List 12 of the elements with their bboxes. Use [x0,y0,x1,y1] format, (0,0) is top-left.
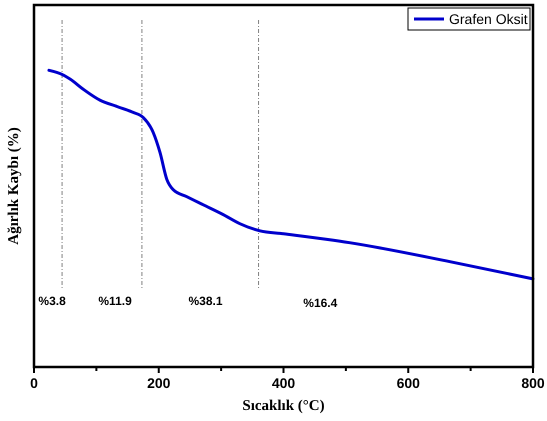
y-axis-title: Ağırlık Kaybı (%) [6,127,22,245]
legend-label: Grafen Oksit [449,11,528,27]
x-axis-title: Sıcaklık (°C) [242,398,325,414]
x-tick-label: 600 [396,375,420,391]
x-tick-label: 200 [147,375,171,391]
annotation: %38.1 [188,294,223,308]
x-tick-label: 800 [521,375,545,391]
annotation: %16.4 [303,296,338,310]
x-tick-label: 0 [30,375,38,391]
annotation: %11.9 [98,294,132,308]
annotation: %3.8 [38,294,66,308]
x-tick-label: 400 [272,375,296,391]
